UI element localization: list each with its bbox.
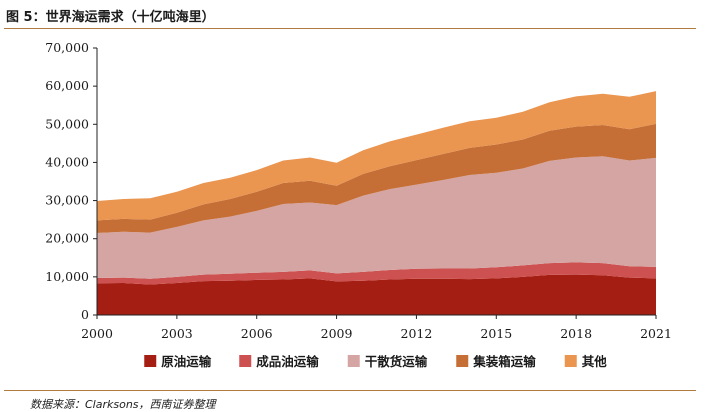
x-tick-label: 2018 (560, 326, 592, 341)
chart: 0 10,000 20,000 30,000 40,000 50,000 60,000 70,… (45, 40, 672, 369)
y-tick-label: 60,000 (45, 78, 89, 93)
x-tick-label: 2012 (401, 326, 433, 341)
legend-label-2: 成品油运输 (256, 354, 319, 369)
y-tick-label: 50,000 (45, 116, 89, 131)
legend: 原油运输 成品油运输 干散货运输 集装箱运输 其他 (144, 354, 607, 369)
y-tick-label: 30,000 (45, 193, 89, 208)
area-series-5 (97, 91, 656, 221)
legend-label-4: 集装箱运输 (472, 354, 536, 369)
legend-swatch-5 (564, 355, 577, 367)
y-tick-label: 20,000 (45, 231, 89, 246)
legend-label-3: 干散货运输 (365, 354, 428, 369)
x-tick-label: 2006 (241, 326, 273, 341)
x-tick-label: 2003 (161, 326, 193, 341)
legend-swatch-1 (144, 355, 157, 367)
legend-label-5: 其他 (582, 354, 608, 369)
x-tick-label: 2009 (321, 326, 353, 341)
axes: 0 10,000 20,000 30,000 40,000 50,000 60,000 70,… (45, 40, 672, 341)
legend-swatch-2 (239, 355, 252, 367)
legend-swatch-4 (456, 355, 469, 367)
area-series-2 (97, 262, 656, 285)
area-series-3 (97, 156, 656, 279)
chart-title: 图 5：世界海运需求（十亿吨海里） (6, 10, 215, 25)
legend-label-1: 原油运输 (161, 354, 212, 369)
bottom-divider (4, 390, 696, 391)
area-series-1 (97, 274, 656, 315)
y-tick-label: 0 (81, 307, 89, 322)
y-tick-label: 40,000 (45, 154, 89, 169)
y-tick-label: 70,000 (45, 40, 89, 55)
x-tick-label: 2021 (640, 326, 672, 341)
top-divider (4, 28, 696, 29)
y-tick-label: 10,000 (45, 269, 89, 284)
x-tick-label: 2015 (480, 326, 512, 341)
area-series-4 (97, 123, 656, 233)
x-tick-label: 2000 (81, 326, 113, 341)
source-note: 数据来源：Clarksons，西南证券整理 (30, 398, 216, 411)
area-layers (97, 91, 656, 315)
legend-swatch-3 (347, 355, 360, 367)
